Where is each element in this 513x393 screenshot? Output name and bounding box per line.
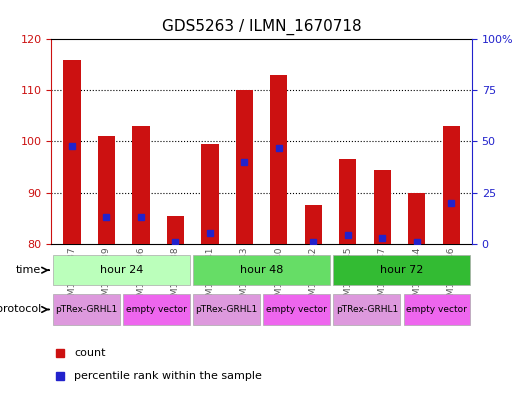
- Text: protocol: protocol: [0, 305, 41, 314]
- FancyBboxPatch shape: [333, 294, 400, 325]
- Bar: [339, 159, 357, 244]
- Title: GDS5263 / ILMN_1670718: GDS5263 / ILMN_1670718: [162, 19, 362, 35]
- FancyBboxPatch shape: [404, 294, 470, 325]
- FancyBboxPatch shape: [193, 294, 260, 325]
- Bar: [98, 136, 115, 244]
- Bar: [167, 215, 184, 244]
- FancyBboxPatch shape: [53, 294, 120, 325]
- FancyBboxPatch shape: [53, 255, 190, 285]
- Bar: [305, 205, 322, 244]
- Text: empty vector: empty vector: [126, 305, 187, 314]
- Text: pTRex-GRHL1: pTRex-GRHL1: [336, 305, 398, 314]
- Bar: [400, 39, 434, 244]
- Text: hour 48: hour 48: [240, 265, 283, 275]
- Bar: [434, 39, 468, 244]
- Text: hour 24: hour 24: [100, 265, 143, 275]
- Bar: [296, 39, 330, 244]
- Text: pTRex-GRHL1: pTRex-GRHL1: [195, 305, 258, 314]
- Bar: [330, 39, 365, 244]
- Bar: [201, 144, 219, 244]
- Bar: [236, 90, 253, 244]
- Bar: [227, 39, 262, 244]
- Bar: [408, 193, 425, 244]
- Text: pTRex-GRHL1: pTRex-GRHL1: [55, 305, 117, 314]
- FancyBboxPatch shape: [123, 294, 190, 325]
- Bar: [443, 126, 460, 244]
- FancyBboxPatch shape: [193, 255, 330, 285]
- Text: empty vector: empty vector: [406, 305, 467, 314]
- Bar: [270, 75, 287, 244]
- Bar: [158, 39, 193, 244]
- FancyBboxPatch shape: [263, 294, 330, 325]
- Bar: [55, 39, 89, 244]
- Text: empty vector: empty vector: [266, 305, 327, 314]
- Bar: [365, 39, 400, 244]
- Bar: [89, 39, 124, 244]
- Bar: [124, 39, 158, 244]
- FancyBboxPatch shape: [333, 255, 470, 285]
- Bar: [193, 39, 227, 244]
- Text: hour 72: hour 72: [380, 265, 424, 275]
- Bar: [132, 126, 150, 244]
- Bar: [64, 60, 81, 244]
- Text: count: count: [74, 348, 106, 358]
- Bar: [373, 169, 391, 244]
- Text: percentile rank within the sample: percentile rank within the sample: [74, 371, 262, 381]
- Bar: [262, 39, 296, 244]
- Text: time: time: [15, 265, 41, 275]
